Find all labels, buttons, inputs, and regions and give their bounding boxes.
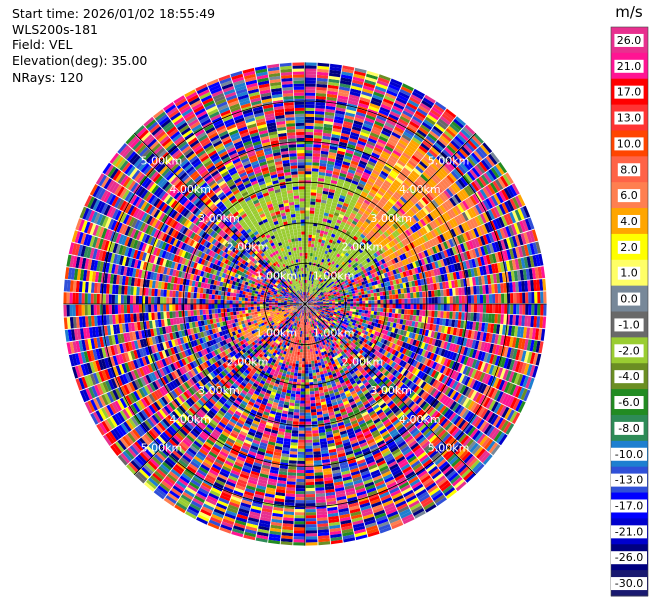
range-label: 3.00km xyxy=(370,212,412,225)
range-label: 2.00km xyxy=(227,355,269,368)
range-label: 3.00km xyxy=(198,212,240,225)
range-label: 5.00km xyxy=(428,154,470,167)
range-label: 4.00km xyxy=(169,413,211,426)
range-label: 2.00km xyxy=(342,241,384,254)
range-label: 5.00km xyxy=(141,154,183,167)
instrument-label: WLS200s-181 xyxy=(12,22,98,37)
azimuth-spoke-4 xyxy=(133,132,477,476)
nrays-label: NRays: 120 xyxy=(12,70,84,85)
elevation-label: Elevation(deg): 35.00 xyxy=(12,53,148,68)
range-label: 4.00km xyxy=(399,413,441,426)
range-label: 3.00km xyxy=(370,384,412,397)
field-label: Field: VEL xyxy=(12,37,73,52)
range-label: 1.00km xyxy=(313,269,355,282)
range-label: 1.00km xyxy=(256,327,298,340)
range-label: 1.00km xyxy=(313,327,355,340)
range-label: 2.00km xyxy=(227,241,269,254)
range-label: 2.00km xyxy=(342,355,384,368)
range-label: 5.00km xyxy=(141,442,183,455)
range-labels: 1.00km 1.00km 1.00km 1.00km 2.00km 2.00km 2.00… xyxy=(141,154,470,454)
velocity-gates xyxy=(63,62,547,546)
range-grid xyxy=(63,62,547,546)
range-label: 4.00km xyxy=(169,183,211,196)
range-label: 5.00km xyxy=(428,442,470,455)
range-label: 1.00km xyxy=(256,269,298,282)
range-label: 3.00km xyxy=(198,384,240,397)
range-label: 4.00km xyxy=(399,183,441,196)
start-time-label: Start time: 2026/01/02 18:55:49 xyxy=(12,6,216,21)
